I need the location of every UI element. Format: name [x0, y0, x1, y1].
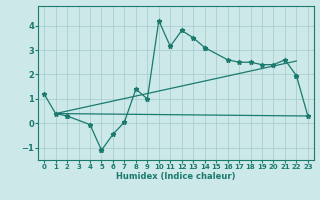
X-axis label: Humidex (Indice chaleur): Humidex (Indice chaleur) — [116, 172, 236, 181]
